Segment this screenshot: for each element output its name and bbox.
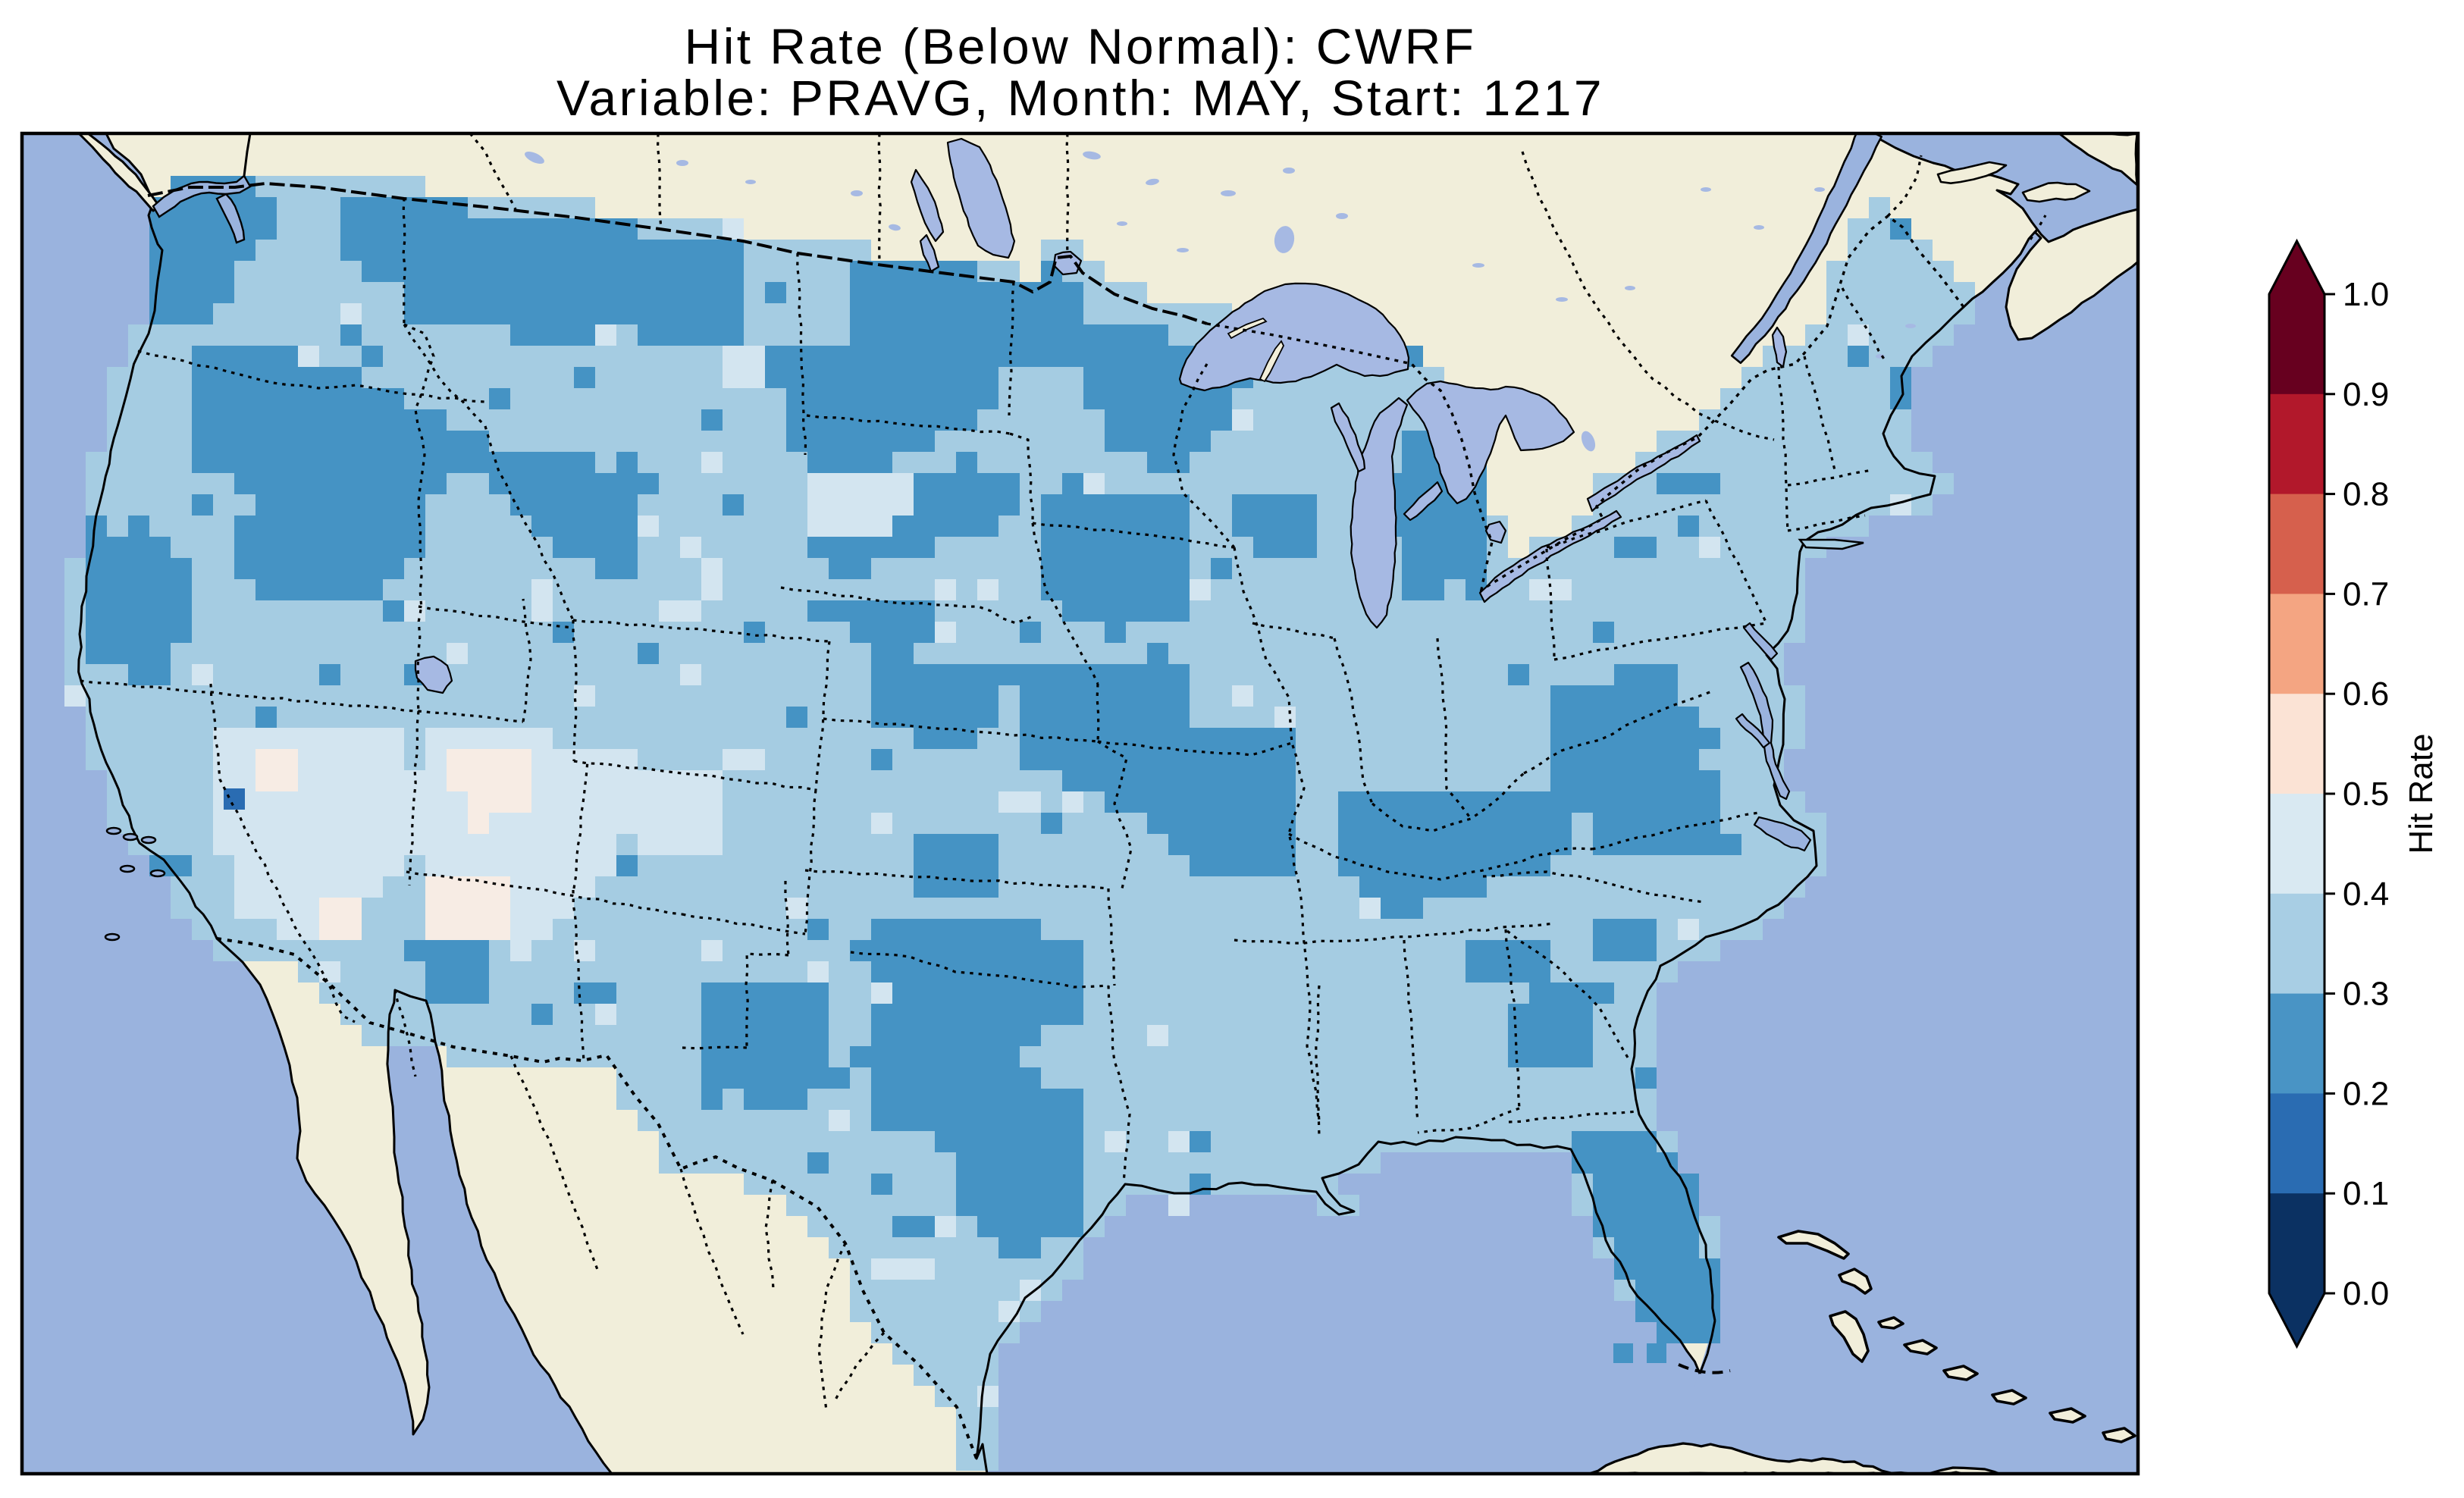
svg-text:0.9: 0.9 — [2343, 376, 2389, 413]
svg-text:Variable: PRAVG, Month: MAY, S: Variable: PRAVG, Month: MAY, Start: 1217 — [556, 70, 1604, 126]
svg-text:0.1: 0.1 — [2343, 1175, 2389, 1212]
svg-text:Hit Rate: Hit Rate — [2403, 734, 2440, 854]
svg-text:0.8: 0.8 — [2343, 476, 2389, 513]
svg-text:0.7: 0.7 — [2343, 575, 2389, 613]
svg-text:0.5: 0.5 — [2343, 776, 2389, 813]
svg-text:Hit Rate (Below Normal): CWRF: Hit Rate (Below Normal): CWRF — [685, 18, 1477, 74]
svg-text:0.0: 0.0 — [2343, 1275, 2389, 1312]
svg-text:0.6: 0.6 — [2343, 675, 2389, 713]
svg-text:0.4: 0.4 — [2343, 876, 2389, 913]
svg-text:1.0: 1.0 — [2343, 276, 2389, 313]
svg-text:0.3: 0.3 — [2343, 976, 2389, 1013]
svg-text:0.2: 0.2 — [2343, 1075, 2389, 1112]
